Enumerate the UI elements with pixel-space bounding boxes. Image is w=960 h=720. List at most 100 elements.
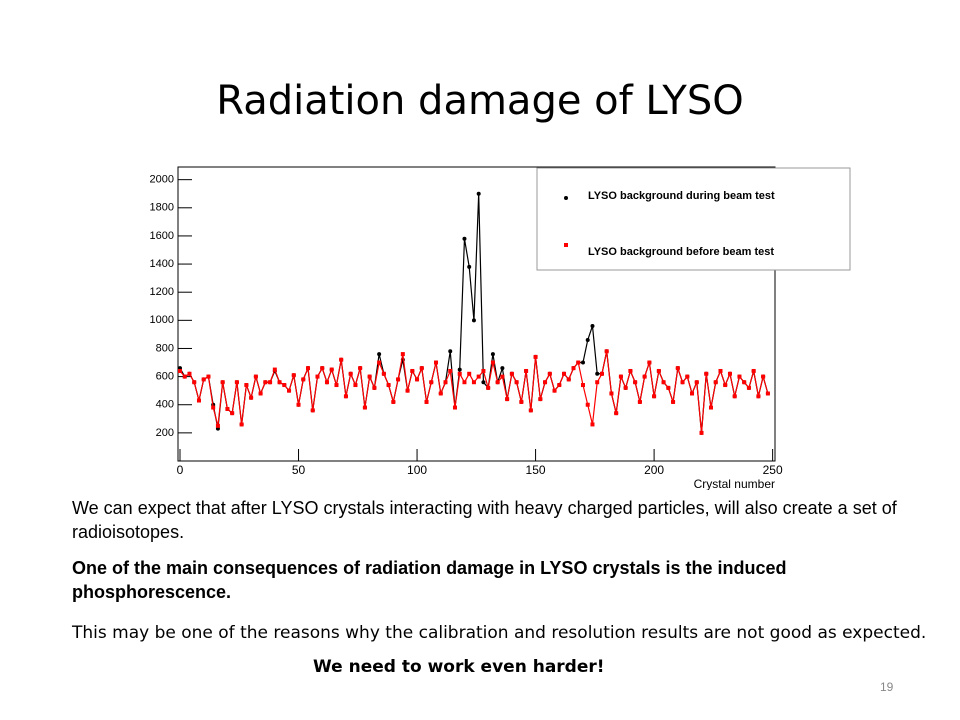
- marker: [562, 371, 567, 376]
- marker: [732, 394, 737, 399]
- marker: [599, 371, 604, 376]
- marker: [685, 374, 690, 379]
- marker: [580, 360, 585, 365]
- marker: [699, 430, 704, 435]
- marker: [178, 368, 182, 373]
- y-tick-label: 400: [156, 399, 174, 411]
- conclusion: We need to work even harder!: [313, 657, 605, 677]
- marker: [590, 422, 595, 427]
- marker: [661, 380, 666, 385]
- marker: [618, 374, 623, 379]
- marker: [652, 394, 657, 399]
- page-number: 19: [880, 680, 894, 694]
- marker: [457, 371, 462, 376]
- marker: [462, 236, 467, 241]
- marker: [448, 368, 453, 373]
- marker: [633, 380, 638, 385]
- marker: [576, 360, 581, 365]
- marker: [396, 377, 401, 382]
- marker: [405, 388, 410, 393]
- marker: [637, 399, 642, 404]
- marker: [215, 423, 220, 428]
- marker: [533, 354, 538, 359]
- marker: [391, 399, 396, 404]
- marker: [419, 366, 424, 371]
- marker: [609, 391, 614, 396]
- marker: [452, 405, 457, 410]
- marker: [746, 385, 751, 390]
- y-tick-label: 1800: [150, 202, 174, 214]
- marker: [249, 395, 254, 400]
- marker: [339, 357, 344, 362]
- marker: [471, 380, 476, 385]
- marker: [343, 394, 348, 399]
- marker: [476, 374, 481, 379]
- marker: [614, 411, 619, 416]
- marker: [471, 318, 476, 323]
- marker: [187, 371, 192, 376]
- paragraph: This may be one of the reasons why the c…: [72, 623, 927, 643]
- marker: [258, 391, 263, 396]
- marker: [272, 367, 277, 372]
- y-tick-label: 800: [156, 342, 174, 354]
- marker: [253, 374, 258, 379]
- x-axis-label: Crystal number: [694, 477, 775, 490]
- marker: [434, 360, 439, 365]
- marker: [742, 380, 747, 385]
- marker: [647, 360, 652, 365]
- marker: [301, 377, 306, 382]
- marker: [666, 385, 671, 390]
- marker: [500, 374, 505, 379]
- marker: [713, 380, 718, 385]
- marker: [694, 380, 699, 385]
- marker: [765, 391, 770, 396]
- marker: [291, 373, 296, 378]
- marker: [377, 352, 382, 357]
- marker: [362, 405, 367, 410]
- marker: [443, 380, 448, 385]
- paragraph: We can expect that after LYSO crystals i…: [72, 498, 897, 542]
- marker: [386, 383, 391, 388]
- marker: [315, 374, 320, 379]
- marker: [690, 391, 695, 396]
- marker: [400, 352, 405, 357]
- marker: [192, 380, 197, 385]
- marker: [415, 377, 420, 382]
- marker: [438, 391, 443, 396]
- marker: [296, 402, 301, 407]
- x-tick-label: 150: [526, 463, 546, 477]
- marker: [201, 377, 206, 382]
- marker: [467, 264, 472, 269]
- marker: [595, 371, 600, 376]
- legend-label: LYSO background during beam test: [588, 190, 775, 202]
- y-tick-label: 600: [156, 371, 174, 383]
- legend-marker: [564, 243, 568, 247]
- legend-label: LYSO background before beam test: [588, 246, 774, 258]
- marker: [751, 368, 756, 373]
- marker: [410, 368, 415, 373]
- marker: [718, 368, 723, 373]
- marker: [509, 371, 514, 376]
- marker: [429, 380, 434, 385]
- x-tick-label: 0: [177, 463, 184, 477]
- marker: [196, 398, 201, 403]
- marker: [448, 349, 453, 354]
- marker: [490, 352, 495, 357]
- y-tick-label: 1600: [150, 230, 174, 242]
- y-tick-label: 1400: [150, 258, 174, 270]
- marker: [239, 422, 244, 427]
- marker: [486, 385, 491, 390]
- marker: [234, 380, 239, 385]
- marker: [282, 383, 287, 388]
- marker: [462, 380, 467, 385]
- marker: [585, 338, 590, 343]
- marker: [604, 349, 609, 354]
- marker: [225, 406, 230, 411]
- marker: [287, 388, 292, 393]
- marker: [495, 380, 500, 385]
- legend-box: [536, 167, 851, 271]
- marker: [761, 374, 766, 379]
- marker: [182, 374, 187, 379]
- marker: [708, 405, 713, 410]
